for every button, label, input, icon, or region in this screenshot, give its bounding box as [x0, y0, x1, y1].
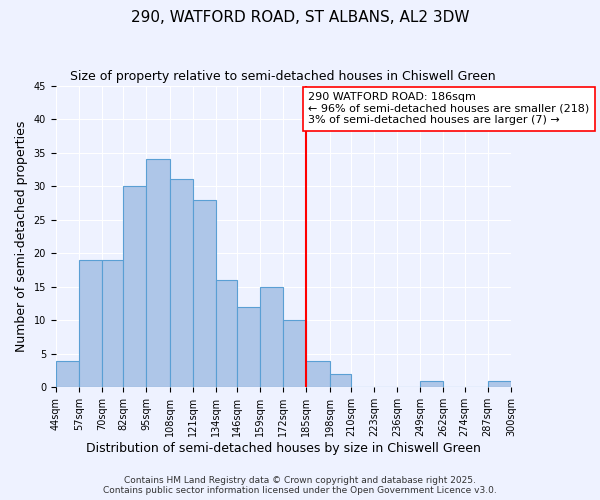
Bar: [329, 374, 351, 388]
Bar: [260, 287, 283, 388]
Bar: [146, 160, 170, 388]
Bar: [193, 200, 216, 388]
Bar: [79, 260, 102, 388]
Bar: [56, 360, 79, 388]
Y-axis label: Number of semi-detached properties: Number of semi-detached properties: [15, 121, 28, 352]
Text: 290 WATFORD ROAD: 186sqm
← 96% of semi-detached houses are smaller (218)
3% of s: 290 WATFORD ROAD: 186sqm ← 96% of semi-d…: [308, 92, 589, 126]
Bar: [102, 260, 124, 388]
Text: Contains HM Land Registry data © Crown copyright and database right 2025.
Contai: Contains HM Land Registry data © Crown c…: [103, 476, 497, 495]
Bar: [307, 360, 329, 388]
Title: Size of property relative to semi-detached houses in Chiswell Green: Size of property relative to semi-detach…: [70, 70, 496, 83]
Bar: [170, 180, 193, 388]
Bar: [216, 280, 237, 388]
Text: 290, WATFORD ROAD, ST ALBANS, AL2 3DW: 290, WATFORD ROAD, ST ALBANS, AL2 3DW: [131, 10, 469, 25]
Bar: [488, 380, 511, 388]
Bar: [420, 380, 443, 388]
Bar: [283, 320, 307, 388]
Bar: [237, 307, 260, 388]
X-axis label: Distribution of semi-detached houses by size in Chiswell Green: Distribution of semi-detached houses by …: [86, 442, 481, 455]
Bar: [124, 186, 146, 388]
